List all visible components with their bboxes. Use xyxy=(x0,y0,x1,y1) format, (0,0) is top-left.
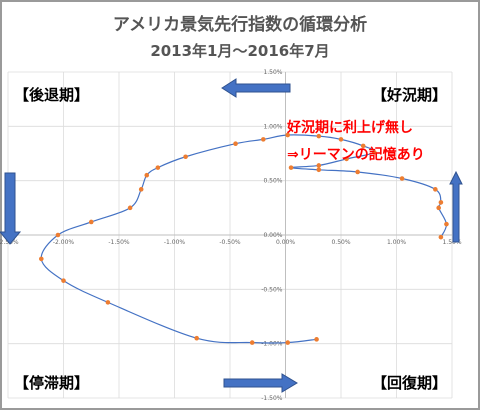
data-point xyxy=(399,176,405,181)
chart-subtitle: 2013年1月～2016年7月 xyxy=(150,42,330,60)
annotation-line-1: 好況期に利上げ無し xyxy=(287,120,413,136)
data-point xyxy=(314,337,319,342)
series-markers xyxy=(39,132,449,345)
data-point xyxy=(433,187,438,192)
y-tick-label: 0.00% xyxy=(263,232,282,239)
x-tick-label: 1.00% xyxy=(387,239,406,246)
y-tick-label: 1.50% xyxy=(263,69,282,76)
data-point xyxy=(438,234,444,240)
data-point xyxy=(360,143,366,149)
data-point xyxy=(338,137,344,142)
series-line xyxy=(40,134,448,344)
arrow-left-icon xyxy=(221,78,291,98)
data-point xyxy=(194,335,199,341)
data-point xyxy=(138,187,144,192)
x-tick-label: -1.50% xyxy=(108,239,130,246)
data-point xyxy=(316,167,322,173)
y-tick-label: 1.00% xyxy=(263,123,282,130)
x-tick-label: -0.50% xyxy=(219,239,241,246)
data-point xyxy=(261,137,266,142)
data-point xyxy=(144,172,150,178)
data-point xyxy=(438,200,444,205)
chart-title: アメリカ景気先行指数の循環分析 xyxy=(112,15,368,35)
data-point xyxy=(61,278,66,283)
arrow-up-icon xyxy=(449,170,463,243)
annotation-line-2: ⇒リーマンの記憶あり xyxy=(287,147,425,163)
data-point xyxy=(39,256,44,262)
x-tick-label: 0.50% xyxy=(331,239,350,246)
data-point xyxy=(288,165,294,170)
y-tick-label: -1.00% xyxy=(261,341,283,348)
data-point xyxy=(372,150,377,155)
data-point xyxy=(105,300,111,305)
quadrant-label-boom: 【好況期】 xyxy=(372,86,448,104)
data-point xyxy=(316,163,322,168)
data-point xyxy=(55,232,61,238)
y-tick-label: -1.50% xyxy=(261,395,283,402)
x-tick-label: -2.00% xyxy=(53,239,75,246)
arrow-down-icon xyxy=(0,172,22,245)
data-point xyxy=(183,154,188,160)
data-point xyxy=(88,219,94,225)
x-tick-label: -1.00% xyxy=(164,239,186,246)
data-point xyxy=(444,221,449,227)
y-tick-label: 0.50% xyxy=(263,178,282,185)
x-tick-label: 0.00% xyxy=(276,239,295,246)
y-tick-label: -0.50% xyxy=(261,286,283,293)
data-point xyxy=(355,169,360,175)
data-point xyxy=(233,141,238,147)
data-point xyxy=(155,165,161,170)
x-tick-label: 1.50% xyxy=(442,239,461,246)
data-point xyxy=(344,156,349,162)
quadrant-label-recovery: 【回復期】 xyxy=(372,374,448,392)
axes xyxy=(8,72,452,398)
data-point xyxy=(285,132,291,138)
arrow-right-icon xyxy=(223,373,298,393)
data-point xyxy=(127,205,133,211)
data-point xyxy=(285,340,291,345)
quadrant-label-stagnation: 【停滞期】 xyxy=(14,374,90,392)
data-point xyxy=(316,133,322,139)
quadrant-label-recession: 【後退期】 xyxy=(14,86,90,104)
data-point xyxy=(436,205,441,211)
data-point xyxy=(249,340,255,345)
